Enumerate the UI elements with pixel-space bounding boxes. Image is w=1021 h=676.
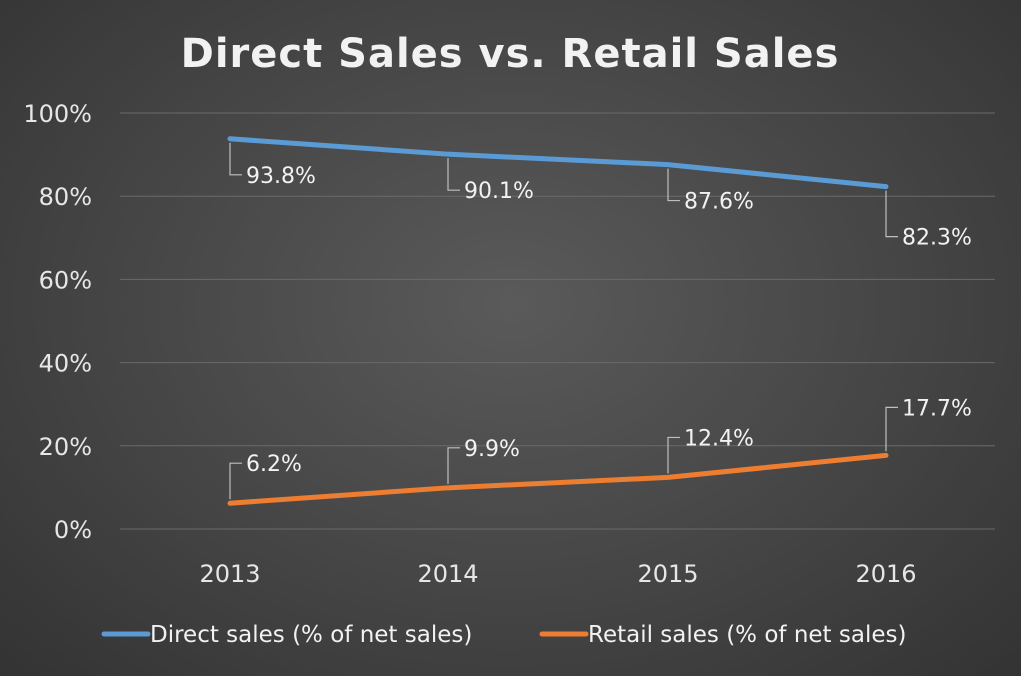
y-tick-label: 20%: [39, 433, 92, 461]
data-label-leader: [885, 190, 898, 238]
y-tick-label: 60%: [39, 266, 92, 294]
data-label-leader: [229, 142, 242, 176]
data-label-leader: [447, 158, 460, 191]
x-tick-label: 2015: [637, 560, 698, 588]
data-label: 93.8%: [246, 164, 316, 189]
data-label: 9.9%: [464, 437, 520, 462]
direct-sales-line: [227, 136, 889, 190]
legend-label: Direct sales (% of net sales): [150, 622, 472, 648]
data-label: 17.7%: [902, 396, 972, 421]
data-label-leader: [229, 462, 242, 500]
data-label-leader: [667, 436, 680, 474]
retail-sales-line: [227, 452, 889, 506]
data-label-leader: [447, 447, 460, 484]
data-label: 12.4%: [684, 426, 754, 451]
series-lines: [227, 136, 889, 506]
x-tick-label: 2013: [199, 560, 260, 588]
data-label: 82.3%: [902, 226, 972, 251]
data-label: 87.6%: [684, 190, 754, 215]
data-labels: 93.8% 90.1% 87.6% 82.3% 6.2% 9.9% 12.4% 17.7%: [229, 142, 972, 500]
chart-title: Direct Sales vs. Retail Sales: [181, 31, 840, 77]
y-tick-label: 0%: [54, 516, 92, 544]
data-label-leader: [667, 168, 680, 202]
legend: Direct sales (% of net sales) Retail sale…: [101, 622, 906, 648]
x-tick-label: 2014: [417, 560, 478, 588]
gridlines: [120, 112, 995, 530]
legend-label: Retail sales (% of net sales): [588, 622, 906, 648]
y-tick-label: 40%: [39, 350, 92, 378]
y-axis-ticks: 0% 20% 40% 60% 80% 100%: [23, 100, 92, 544]
data-label-leader: [885, 406, 898, 452]
x-tick-label: 2016: [855, 560, 916, 588]
y-tick-label: 80%: [39, 183, 92, 211]
data-label: 90.1%: [464, 179, 534, 204]
y-tick-label: 100%: [23, 100, 92, 128]
x-axis-ticks: 2013 2014 2015 2016: [199, 560, 916, 588]
data-label: 6.2%: [246, 452, 302, 477]
